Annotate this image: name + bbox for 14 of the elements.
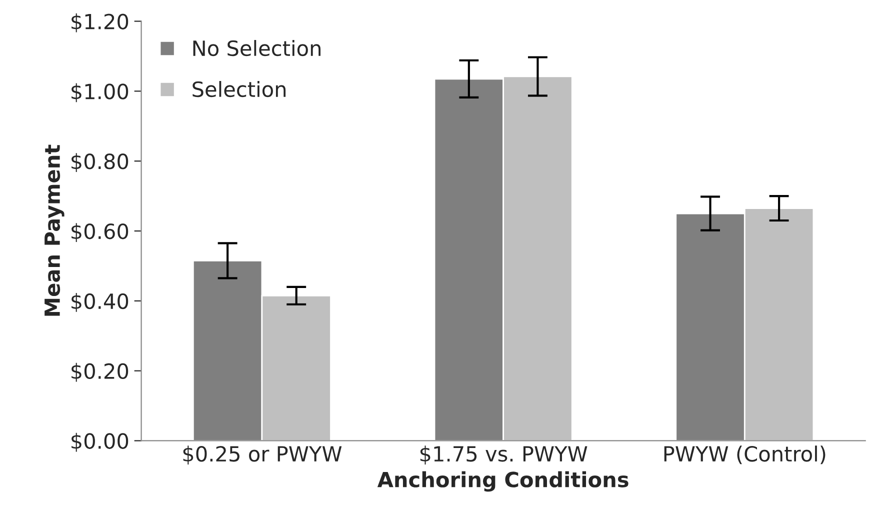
legend-label: No Selection xyxy=(193,40,320,56)
y-tick-label: $0.80 xyxy=(72,153,128,172)
y-tick-label: $1.00 xyxy=(72,83,128,102)
y-axis-title: Mean Payment xyxy=(44,144,64,316)
x-axis-title: Anchoring Conditions xyxy=(377,471,628,492)
y-tick-label: $0.60 xyxy=(72,223,128,242)
y-tick-label: $0.20 xyxy=(72,362,128,382)
y-tick-label: $0.00 xyxy=(72,432,128,452)
x-tick-label: PWYW (Control) xyxy=(664,446,826,464)
y-tick-label: $1.20 xyxy=(72,13,128,32)
x-tick-label: $1.75 vs. PWYW xyxy=(420,446,588,464)
legend-label: Selection xyxy=(192,80,286,98)
y-tick-label: $0.40 xyxy=(72,292,128,312)
x-tick-label: $0.25 or PWYW xyxy=(183,446,342,464)
